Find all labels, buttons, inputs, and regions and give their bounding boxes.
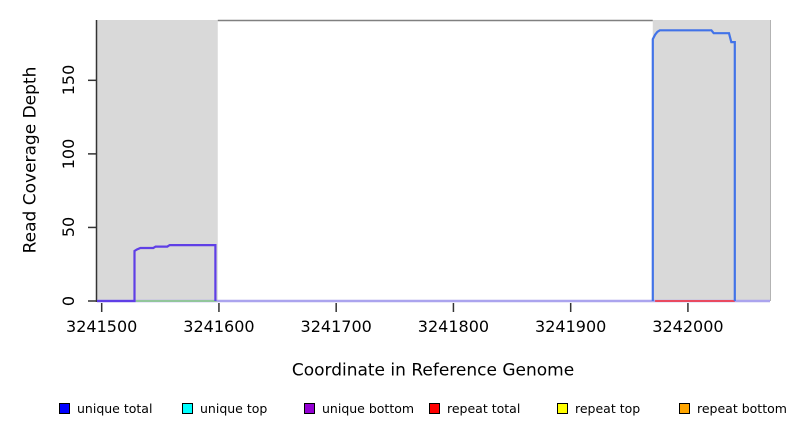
- x-tick-label-1: 3241500: [66, 317, 138, 336]
- y-axis-title: Read Coverage Depth: [20, 66, 41, 254]
- y-tick-label-0: 0: [59, 295, 78, 307]
- x-tick-label-2: 3241600: [183, 317, 255, 336]
- shaded-region-right: [652, 20, 770, 302]
- y-tick-label-50: 50: [59, 217, 78, 238]
- y-tick-label-150: 150: [59, 65, 78, 96]
- shaded-region-left: [97, 20, 218, 302]
- y-tick-label-100: 100: [59, 138, 78, 170]
- x-tick-label-6: 3242000: [652, 317, 724, 336]
- series-unique-bottom: [97, 244, 217, 303]
- series-unique-total: [651, 29, 736, 301]
- x-tick-label-3: 3241700: [300, 317, 372, 336]
- x-tick-label-5: 3241900: [535, 317, 607, 336]
- x-tick-label-4: 3241800: [417, 317, 490, 336]
- x-axis-title: Coordinate in Reference Genome: [291, 360, 575, 381]
